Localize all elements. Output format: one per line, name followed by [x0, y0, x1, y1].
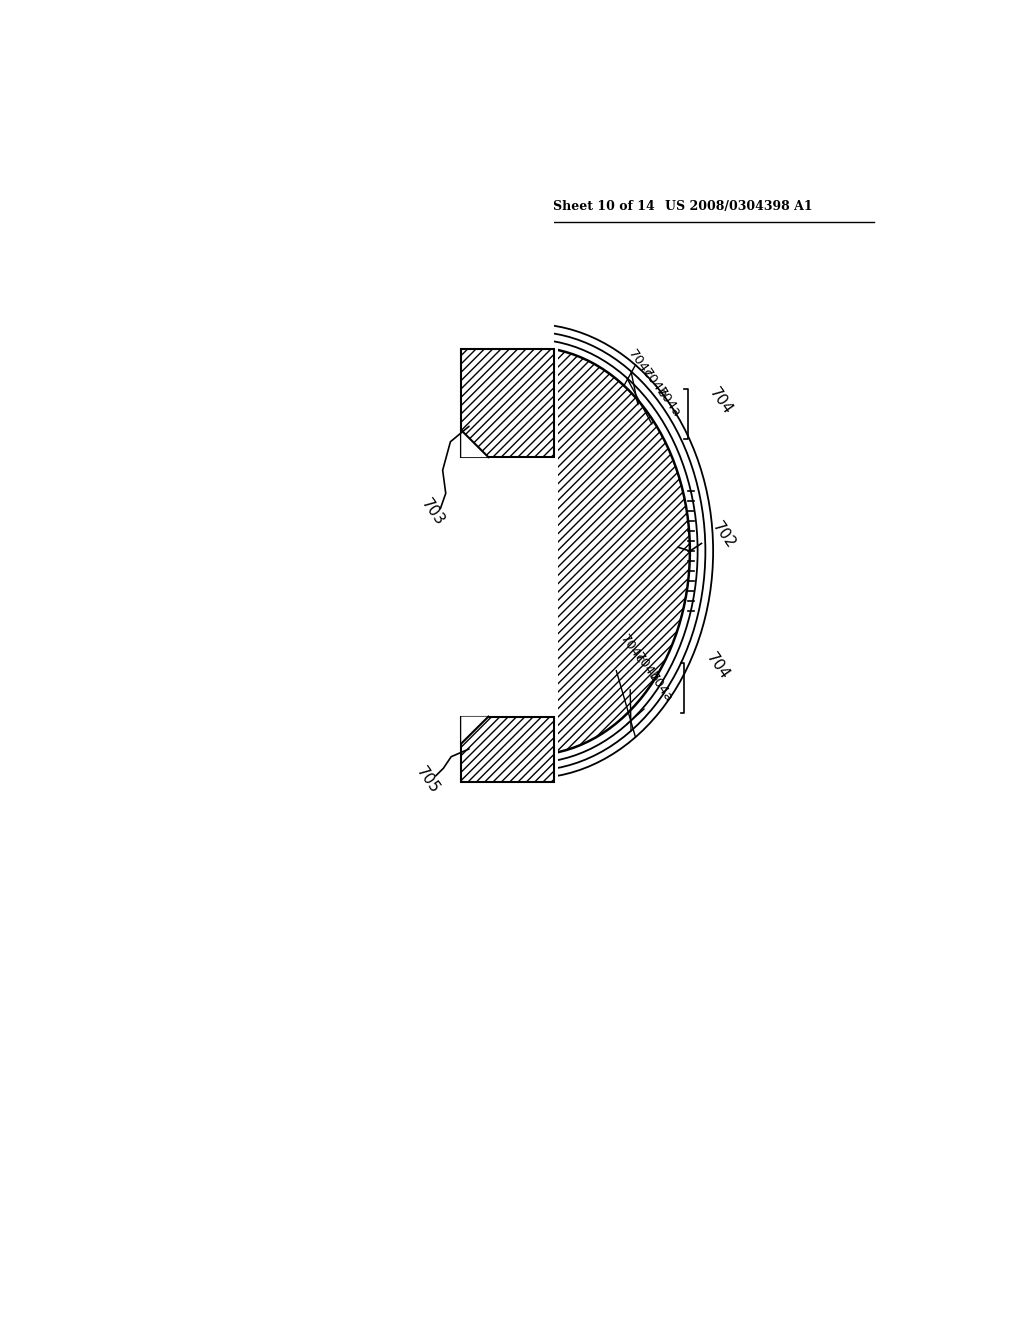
Ellipse shape [372, 347, 690, 755]
Text: 705: 705 [414, 764, 442, 796]
Text: FIG.10: FIG.10 [210, 525, 286, 545]
Bar [458, 346, 558, 785]
Text: 704b: 704b [640, 366, 670, 401]
Bar [461, 717, 554, 781]
Text: Dec. 11, 2008: Dec. 11, 2008 [411, 201, 507, 214]
Bar [458, 713, 558, 781]
Text: 701: 701 [339, 527, 370, 545]
Text: 704a: 704a [646, 671, 676, 705]
Bar [458, 346, 558, 457]
Bar [461, 350, 554, 457]
Polygon shape [461, 430, 488, 457]
Text: 704: 704 [707, 385, 735, 417]
Text: 703: 703 [418, 496, 447, 529]
Text: 704a: 704a [653, 385, 683, 420]
Text: 702: 702 [710, 520, 738, 552]
Text: 704c: 704c [617, 632, 647, 667]
Text: 704: 704 [703, 651, 732, 682]
Text: US 2008/0304398 A1: US 2008/0304398 A1 [665, 201, 813, 214]
Polygon shape [461, 717, 488, 743]
Text: 704b: 704b [632, 651, 662, 686]
Bar [128, 82, 554, 859]
Text: Patent Application Publication: Patent Application Publication [191, 201, 408, 214]
Text: 704c: 704c [626, 347, 655, 381]
Text: Sheet 10 of 14: Sheet 10 of 14 [553, 201, 654, 214]
